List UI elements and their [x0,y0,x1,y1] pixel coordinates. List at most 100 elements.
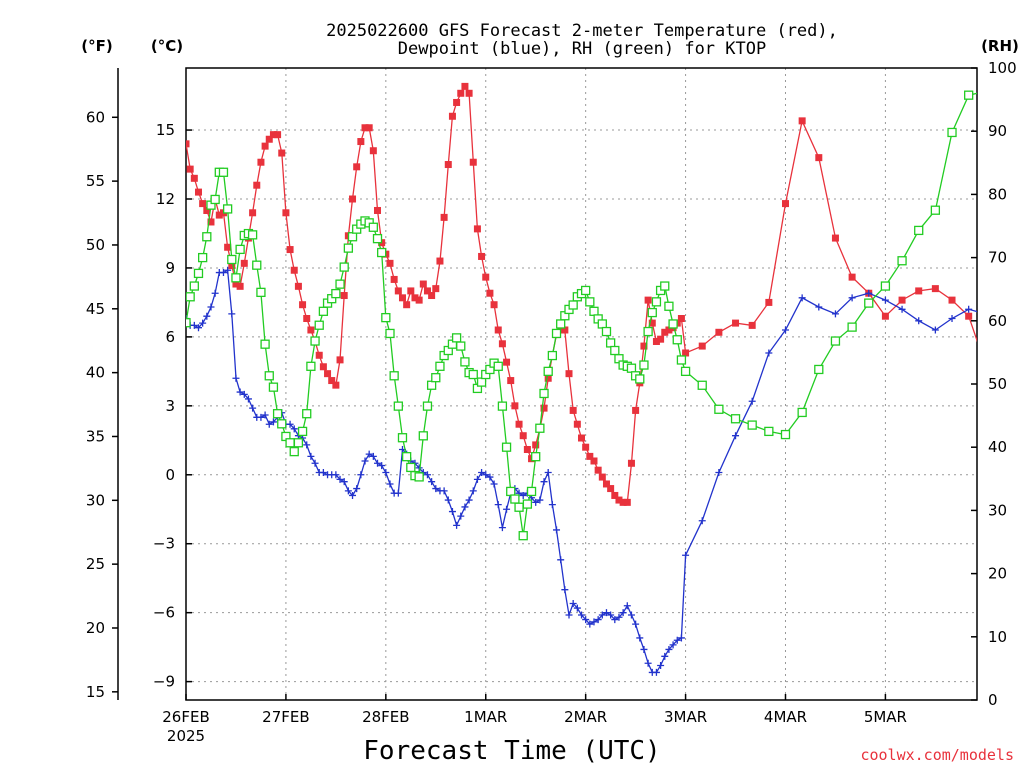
dewpoint-point-64 [448,508,456,516]
rh-point-45 [368,222,378,232]
rh-point-93 [568,300,578,310]
dewpoint-point-76 [498,524,506,532]
rh-point-61 [435,361,445,371]
rh-point-85 [535,423,545,433]
rh-point-39 [343,243,354,253]
rh-point-20 [264,371,274,381]
dewpoint-point-95 [578,611,585,619]
rh-point-57 [418,431,428,441]
rh-point-52 [397,433,408,443]
rh-point-56 [414,472,424,482]
temperature-point-41 [353,163,361,171]
rh-point-134 [914,225,924,236]
dewpoint-point-101 [602,609,610,617]
dewpoint-point-131 [865,289,873,297]
dewpoint-point-103 [611,616,619,624]
temperature-point-102 [607,485,615,493]
rh-point-86 [539,388,549,399]
temperature-point-45 [369,147,377,155]
dewpoint-point-36 [332,471,340,479]
rh-point-118 [672,335,682,345]
rh-point-38 [339,262,349,272]
temperature-point-2 [190,174,198,182]
dewpoint-point-116 [665,645,673,653]
temperature-point-91 [561,326,569,334]
dewpoint-point-44 [365,450,373,458]
dewpoint-point-48 [382,468,390,476]
dewpoint-point-86 [540,478,548,486]
temperature-point-72 [482,273,490,281]
rh-point-5 [202,232,212,242]
rh-point-124 [747,420,757,430]
rh-point-26 [289,446,299,457]
dewpoint-point-31 [311,459,319,467]
dewpoint-point-5 [203,312,211,320]
temperature-point-4 [199,200,207,208]
temperature-point-59 [428,292,436,300]
dewpoint-point-15 [244,395,252,403]
temperature-point-28 [299,301,307,309]
temperature-point-122 [715,328,723,336]
temperature-point-128 [815,154,823,162]
credit-text: coolwx.com/models [860,746,1014,764]
temperature-point-81 [519,432,527,440]
dewpoint-point-84 [532,498,540,506]
temperature-point-23 [278,149,286,157]
dewpoint-point-136 [948,315,956,323]
fahrenheit-tick-label-0: 15 [86,683,105,701]
temperature-point-22 [274,131,282,139]
dewpoint-point-104 [615,613,623,621]
temperature-point-6 [207,218,215,226]
dewpoint-point-123 [732,432,740,440]
dewpoint-point-100 [598,611,606,619]
rh-point-49 [385,328,395,339]
dewpoint-point-119 [677,634,685,642]
rh-point-107 [626,363,637,373]
rh-point-98 [589,306,599,316]
rh-point-79 [510,494,520,504]
rh-point-30 [306,361,316,371]
rh-point-47 [377,247,387,258]
x-tick-label-2: 28FEB [362,708,409,726]
temperature-point-82 [523,445,531,453]
rh-point-115 [660,281,670,291]
rh-point-46 [372,233,383,244]
fahrenheit-tick-label-7: 50 [86,236,105,254]
rh-point-51 [393,401,403,411]
dewpoint-point-3 [194,324,202,332]
tick-label-layer: 15202530354045505560−9−6−303691215010203… [86,59,1017,745]
temperature-point-10 [224,243,232,251]
rh-point-10 [222,204,233,214]
temperature-point-62 [440,213,448,221]
temperature-point-84 [532,441,540,449]
rh-point-19 [260,339,270,349]
fahrenheit-tick-label-6: 45 [86,300,105,318]
rh-point-110 [639,360,649,370]
temperature-point-120 [682,349,690,357]
dewpoint-point-135 [931,326,939,334]
rh-point-123 [730,414,741,424]
temperature-point-35 [328,377,336,385]
temperature-point-63 [444,161,452,169]
rh-point-36 [331,288,341,299]
temperature-point-93 [569,406,577,414]
temperature-point-60 [432,285,440,293]
rh-point-32 [314,320,324,330]
dewpoint-point-91 [561,586,569,594]
dewpoint-point-30 [307,452,315,460]
rh-point-77 [501,442,512,452]
rh-point-103 [610,345,620,356]
rh-point-88 [547,350,558,361]
temperature-point-24 [282,209,290,217]
celsius-tick-label-6: 9 [165,259,175,277]
rh-point-53 [401,452,412,462]
dewpoint-point-58 [423,471,431,479]
temperature-point-33 [319,363,327,371]
temperature-point-129 [831,234,839,242]
rh-point-139 [998,110,1006,118]
dewpoint-point-98 [590,618,598,626]
temperature-point-5 [203,206,211,214]
rh-point-109 [635,374,645,384]
dewpoint-point-18 [257,413,265,421]
